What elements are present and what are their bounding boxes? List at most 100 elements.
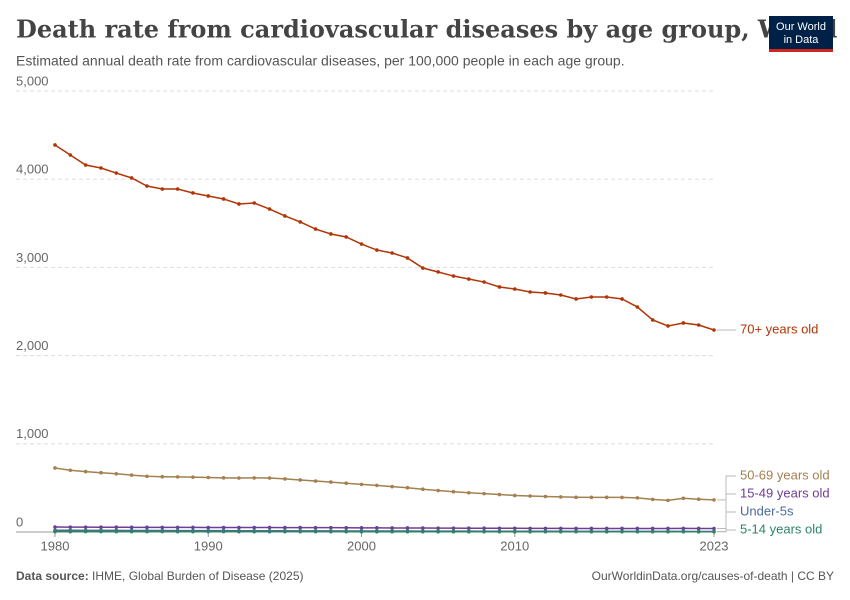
data-point [160, 187, 165, 191]
data-point [99, 166, 103, 170]
data-point [574, 495, 578, 500]
data-point [191, 191, 195, 195]
label-leader [717, 475, 736, 501]
data-point [681, 321, 686, 325]
data-point [574, 297, 578, 301]
data-point [53, 466, 57, 470]
data-point [160, 525, 165, 530]
data-point [405, 256, 410, 260]
data-point [129, 529, 134, 534]
data-point [482, 526, 486, 531]
data-point [528, 529, 532, 534]
series-line [54, 144, 715, 331]
data-point [436, 529, 440, 534]
data-point [267, 207, 272, 211]
data-point [466, 490, 471, 495]
data-point [589, 295, 594, 299]
data-point [252, 201, 257, 205]
data-point [206, 194, 211, 198]
data-point [421, 526, 425, 530]
logo[interactable] [769, 16, 833, 52]
data-point [390, 529, 394, 534]
data-point [482, 280, 486, 284]
data-point [650, 526, 655, 531]
data-point [114, 529, 119, 534]
data-point [283, 214, 287, 218]
data-point [206, 525, 211, 530]
data-point [145, 529, 149, 534]
data-point [359, 526, 364, 530]
data-point [237, 525, 241, 530]
data-point [604, 526, 609, 531]
data-point [53, 143, 57, 147]
data-point [497, 529, 502, 534]
data-point [390, 484, 394, 489]
data-point [298, 529, 303, 534]
data-point [129, 525, 134, 530]
legend-label: 50-69 years old [740, 467, 830, 482]
data-point [696, 497, 701, 501]
data-point [696, 323, 701, 327]
data-point [359, 482, 364, 487]
data-point [650, 318, 655, 322]
data-point [635, 496, 640, 500]
data-point [145, 474, 149, 479]
data-point [206, 529, 211, 534]
data-point [191, 525, 195, 530]
data-point [405, 526, 410, 530]
data-point [604, 529, 609, 534]
data-point [114, 171, 119, 175]
data-point [359, 242, 364, 246]
data-point [68, 153, 73, 157]
data-point [482, 491, 486, 496]
data-point [221, 476, 226, 480]
data-point [344, 235, 348, 239]
data-point [53, 529, 57, 534]
data-point [436, 488, 440, 493]
label-leader [717, 529, 736, 533]
data-point [145, 525, 149, 530]
data-point [237, 529, 241, 534]
data-point [283, 525, 287, 530]
data-point [405, 529, 410, 534]
data-point [421, 266, 425, 270]
data-point [175, 475, 180, 479]
data-point [712, 526, 716, 531]
data-point [635, 305, 640, 309]
data-point [421, 487, 425, 492]
data-point [528, 494, 532, 498]
x-tick-label: 1990 [194, 538, 223, 553]
data-point [666, 324, 670, 328]
data-point [313, 227, 318, 231]
logo-bar [769, 49, 833, 52]
data-point [558, 529, 563, 534]
data-point [83, 163, 88, 167]
data-point [451, 529, 456, 534]
data-point [696, 526, 701, 531]
data-point [252, 476, 257, 480]
data-point [375, 483, 379, 488]
source: Data source: IHME, Global Burden of Dise… [16, 569, 303, 583]
x-tick-label: 2023 [700, 538, 729, 553]
data-point [543, 529, 548, 534]
data-point [574, 529, 578, 534]
footer-link[interactable]: OurWorldinData.org/causes-of-death | CC … [592, 569, 834, 583]
data-point [589, 495, 594, 500]
y-tick-label: 2,000 [16, 338, 49, 353]
data-point [558, 495, 563, 499]
data-point [604, 495, 609, 500]
data-point [482, 529, 486, 534]
data-point [543, 291, 548, 295]
data-point [696, 529, 701, 534]
data-point [267, 476, 272, 480]
data-point [267, 525, 272, 530]
logo-text: in Data [784, 34, 820, 46]
data-point [390, 526, 394, 530]
data-point [344, 525, 348, 530]
data-point [68, 525, 73, 529]
data-point [252, 529, 257, 534]
data-point [681, 496, 686, 501]
data-point [712, 328, 716, 332]
data-point [206, 475, 211, 480]
y-tick-label: 5,000 [16, 73, 49, 88]
